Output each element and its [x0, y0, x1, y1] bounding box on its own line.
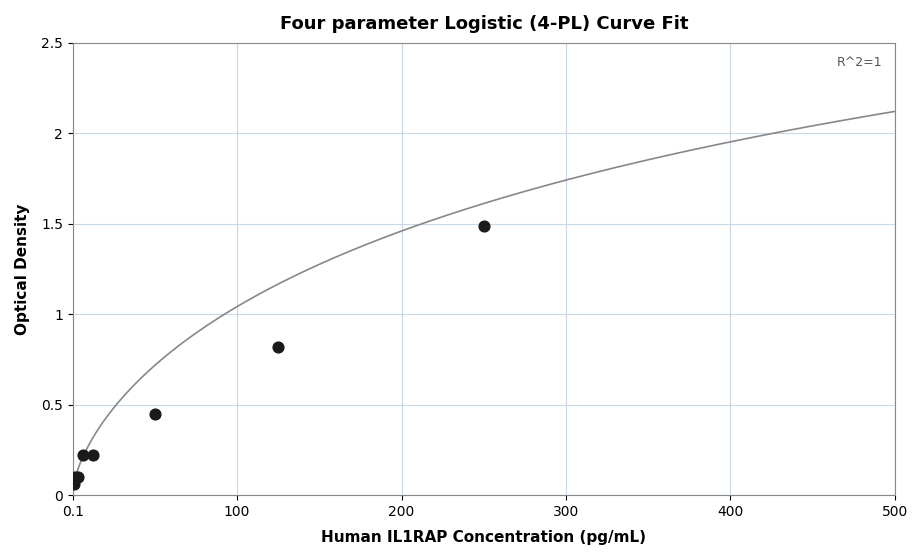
X-axis label: Human IL1RAP Concentration (pg/mL): Human IL1RAP Concentration (pg/mL): [321, 530, 646, 545]
Y-axis label: Optical Density: Optical Density: [15, 203, 30, 335]
Point: [70, 473, 85, 482]
Title: Four parameter Logistic (4-PL) Curve Fit: Four parameter Logistic (4-PL) Curve Fit: [280, 15, 689, 33]
Point: [270, 342, 285, 351]
Point: [476, 221, 491, 230]
Text: R^2=1: R^2=1: [837, 57, 882, 69]
Point: [86, 451, 101, 460]
Point: [68, 473, 83, 482]
Point: [148, 409, 162, 418]
Point: [66, 480, 81, 489]
Point: [76, 451, 90, 460]
